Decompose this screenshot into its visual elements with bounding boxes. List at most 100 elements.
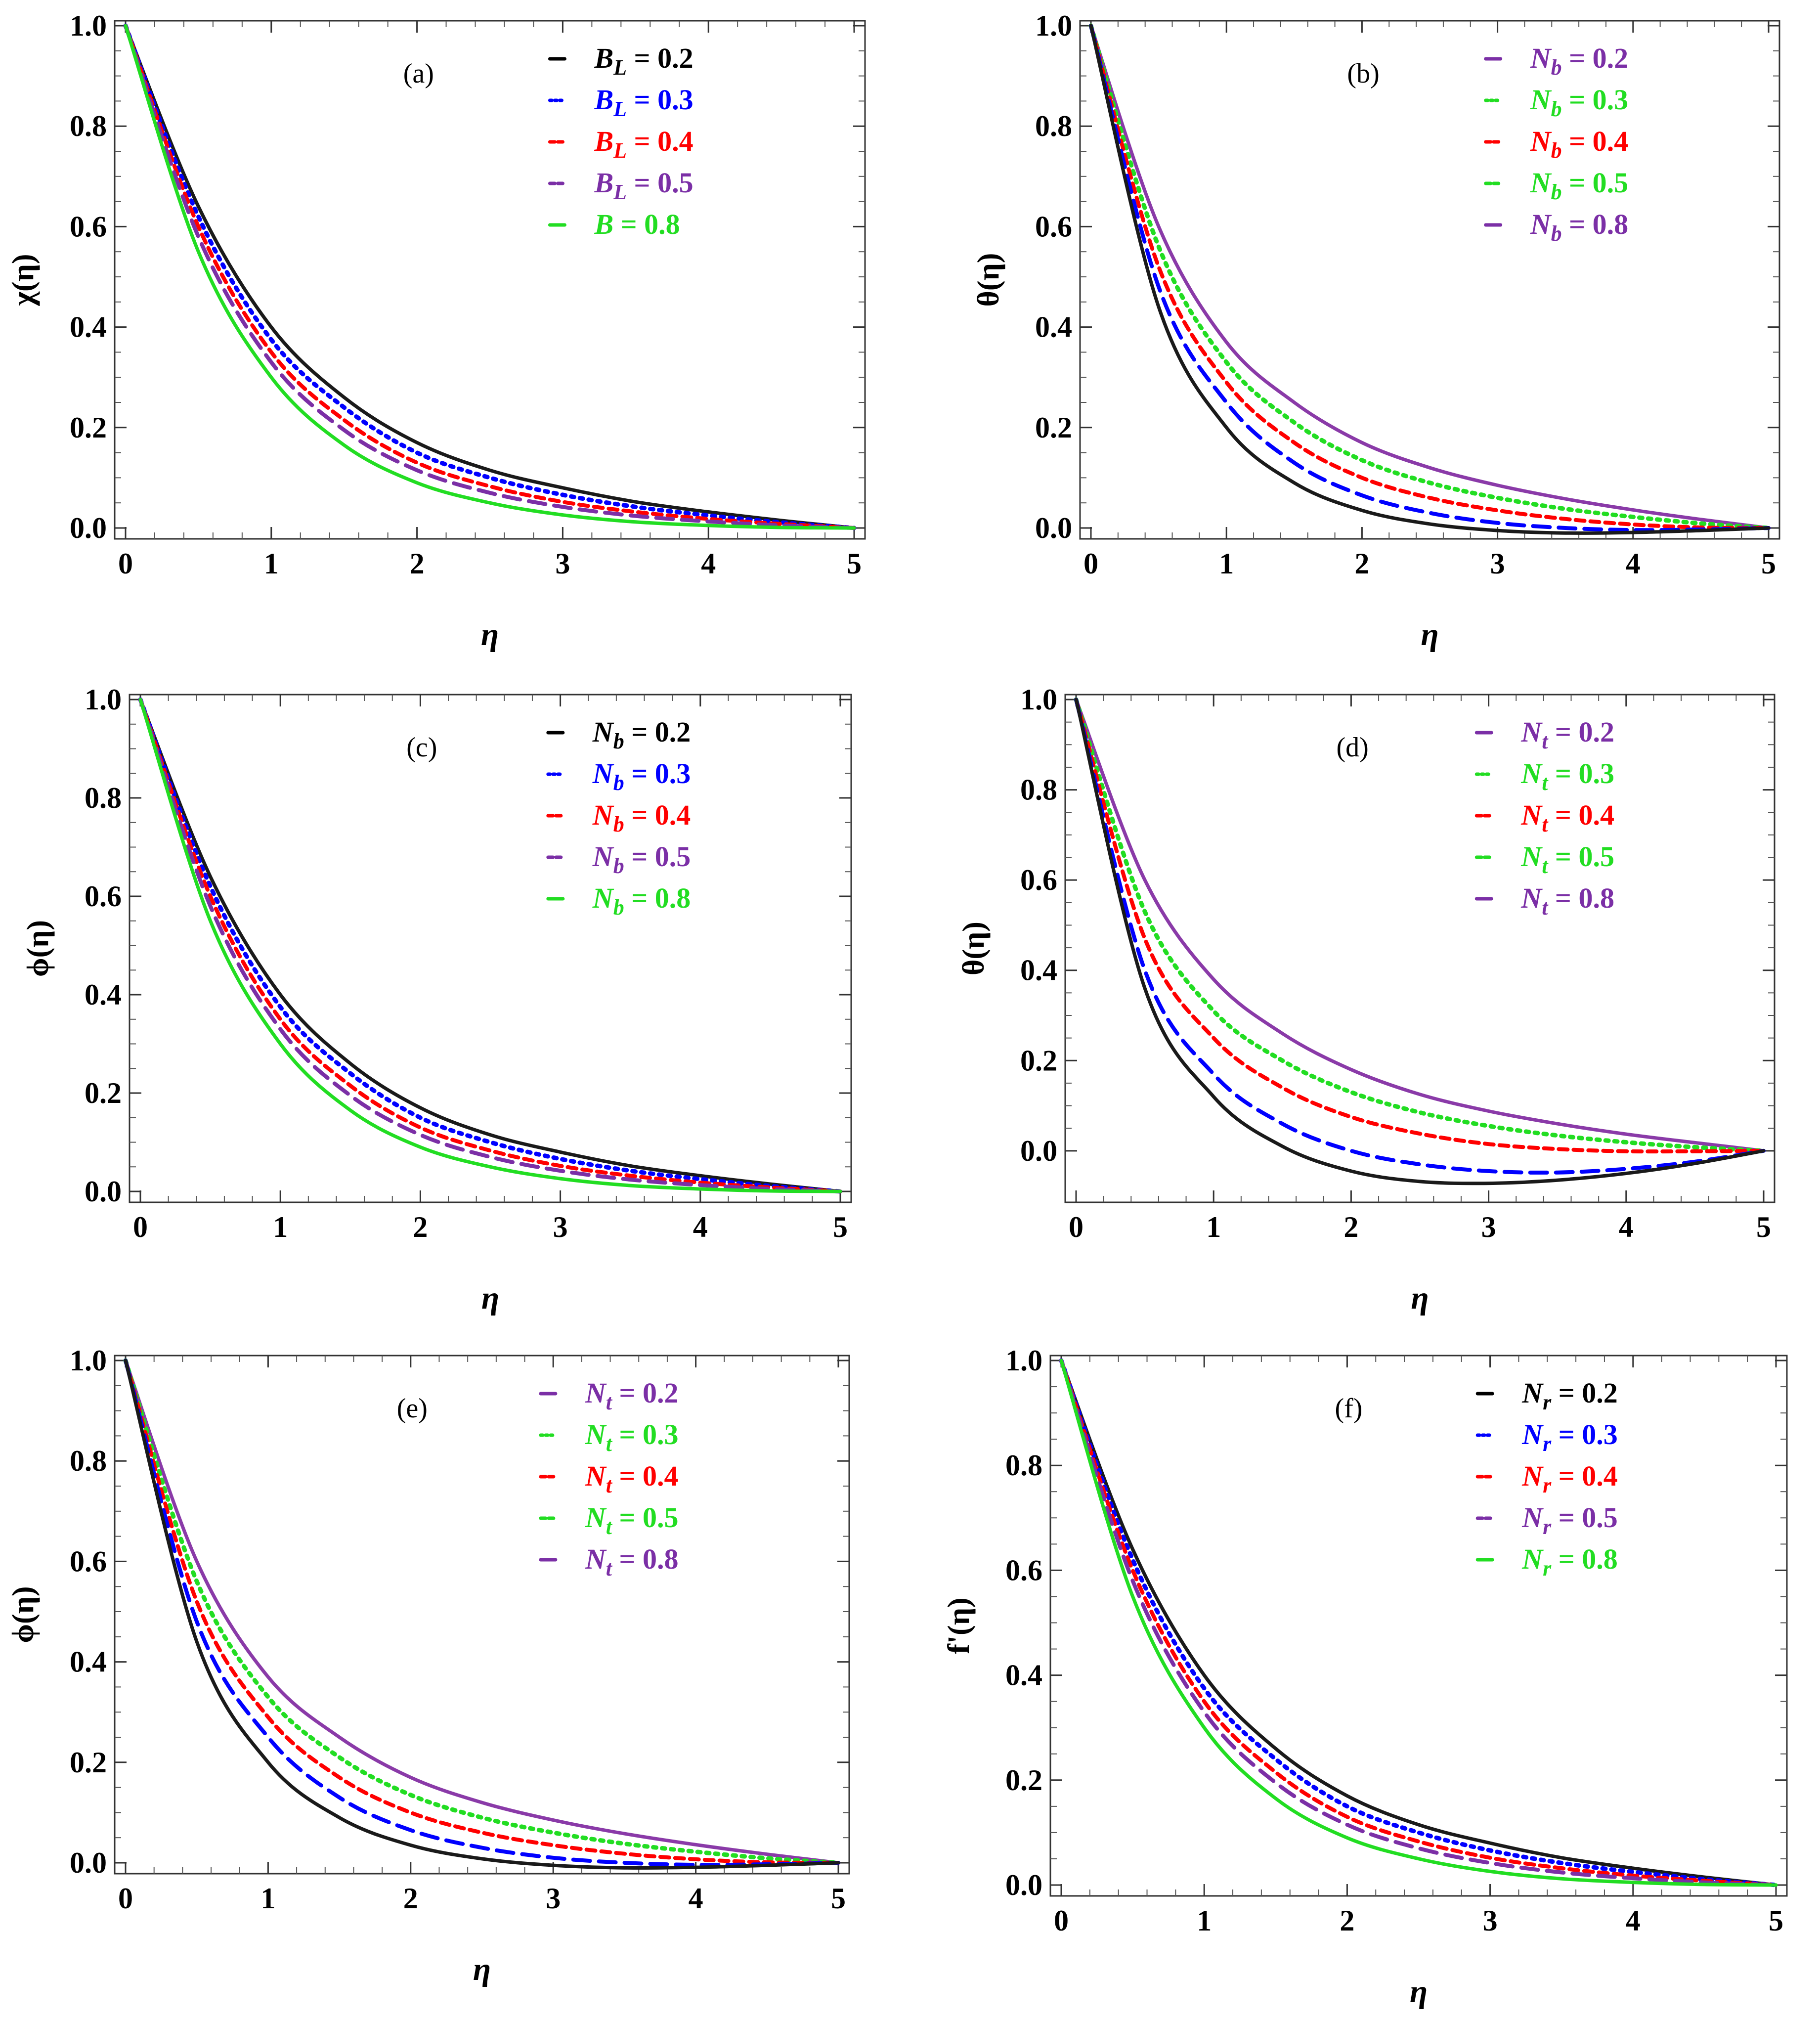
x-tick-label: 4 (1619, 1211, 1634, 1243)
y-tick-label: 0.0 (70, 512, 107, 544)
series-line (123, 23, 857, 530)
legend-entry: BL = 0.3 (594, 84, 693, 121)
y-tick-label: 0.6 (70, 210, 107, 243)
legend-symbol: N (1521, 1501, 1544, 1534)
legend-subscript: t (1542, 729, 1549, 753)
legend-subscript: b (613, 812, 624, 836)
x-tick-label: 0 (133, 1211, 148, 1243)
legend-entry: Nt = 0.3 (585, 1418, 679, 1456)
x-tick-label: 0 (1069, 1211, 1083, 1243)
y-tick-label: 0.2 (1020, 1044, 1057, 1077)
legend-subscript: t (1542, 854, 1549, 878)
legend-value: = 0.3 (1562, 84, 1629, 116)
y-tick-label: 0.0 (1005, 1869, 1042, 1901)
panel-d: 0 1 2 3 4 5 0.0 0.2 0.4 0.6 0.8 1.0 η θ(η) (d) Nt = 0.2… (957, 683, 1776, 1316)
y-tick-label: 0.0 (1035, 512, 1072, 544)
legend-symbol: N (585, 1377, 607, 1409)
legend-symbol: N (1521, 1377, 1544, 1409)
legend-subscript: L (613, 180, 627, 204)
legend-entry: Nt = 0.5 (1520, 840, 1614, 878)
legend-entry: Nb = 0.2 (1530, 42, 1628, 80)
legend-subscript: r (1543, 1515, 1552, 1539)
y-tick-label: 0.4 (1005, 1659, 1042, 1692)
series-line (138, 698, 842, 1193)
x-tick-label: 5 (833, 1211, 848, 1243)
y-tick-label: 0.6 (1035, 210, 1072, 243)
y-axis-label: ϕ(η) (21, 920, 55, 977)
series-line (138, 697, 843, 1194)
legend-value: = 0.4 (612, 1460, 679, 1492)
panel-b: 0 1 2 3 4 5 0.0 0.2 0.4 0.6 0.8 1.0 η θ(η) (b) Nb = 0.2… (972, 9, 1780, 653)
x-tick-label: 1 (1197, 1904, 1212, 1937)
x-tick-label: 3 (1481, 1211, 1496, 1243)
y-tick-label: 0.6 (1005, 1554, 1042, 1586)
x-tick-label: 1 (1206, 1211, 1221, 1243)
legend-subscript: b (1551, 55, 1562, 80)
legend-subscript: b (1551, 97, 1562, 121)
legend-value: = 0.2 (1562, 42, 1629, 74)
legend-value: = 0.2 (1551, 1377, 1618, 1409)
y-tick-label: 0.6 (70, 1545, 107, 1578)
series-group (123, 1358, 841, 1870)
x-tick-label: 2 (1340, 1904, 1354, 1937)
legend-entry: Nb = 0.5 (1530, 167, 1628, 204)
legend-entry: Nt = 0.2 (585, 1377, 679, 1414)
legend-entry: Nr = 0.5 (1521, 1501, 1618, 1539)
y-tick-label: 1.0 (1005, 1344, 1042, 1377)
plot-frame (114, 20, 866, 540)
plot-frame (1064, 694, 1776, 1203)
legend-symbol: N (592, 840, 614, 873)
series-line (124, 24, 856, 530)
legend-symbol: B (594, 125, 613, 157)
legend-subscript: b (613, 854, 624, 878)
y-tick-label: 0.2 (85, 1077, 122, 1109)
x-tick-label: 4 (693, 1211, 708, 1243)
legend-symbol: N (585, 1501, 607, 1534)
y-tick-label: 0.4 (70, 1646, 107, 1678)
y-tick-label: 0.0 (1020, 1135, 1057, 1167)
legend-value: = 0.8 (624, 882, 691, 914)
legend-entry: Nr = 0.2 (1521, 1377, 1618, 1414)
legend-subscript: t (606, 1515, 613, 1539)
legend-entry: Nb = 0.4 (592, 799, 691, 836)
legend-value: = 0.8 (1562, 208, 1629, 240)
y-tick-label: 0.0 (85, 1175, 122, 1208)
legend-subscript: b (1551, 180, 1562, 204)
y-tick-label: 0.4 (1020, 954, 1057, 987)
series-line (1059, 1359, 1778, 1887)
x-tick-label: 0 (118, 547, 133, 580)
plot-frame (129, 694, 852, 1203)
series-line (1089, 24, 1771, 535)
legend-symbol: N (585, 1460, 607, 1492)
legend-value: = 0.5 (1548, 840, 1614, 873)
series-line (1089, 24, 1771, 530)
legend-value: = 0.5 (1551, 1501, 1618, 1534)
legend-value: = 0.8 (1548, 882, 1614, 914)
y-axis-label: f'(η) (942, 1597, 976, 1654)
legend-subscript: t (606, 1390, 613, 1414)
legend-value: = 0.3 (624, 757, 691, 790)
legend-value: = 0.2 (624, 716, 691, 748)
x-tick-label: 1 (1219, 547, 1234, 580)
x-tick-label: 5 (1761, 547, 1776, 580)
x-axis-label: η (1411, 1280, 1429, 1316)
series-line (1088, 23, 1771, 530)
series-line (1074, 698, 1766, 1175)
legend-value: = 0.8 (1551, 1543, 1618, 1575)
x-tick-label: 2 (403, 1882, 418, 1915)
y-axis-label: χ(η) (6, 254, 40, 306)
legend-symbol: N (1530, 167, 1552, 199)
legend-value: = 0.4 (627, 125, 693, 157)
y-tick-label: 1.0 (85, 683, 122, 716)
x-tick-label: 5 (831, 1882, 846, 1915)
x-axis-label: η (481, 616, 499, 653)
legend-entry: Nb = 0.8 (592, 882, 691, 920)
series-line (1074, 698, 1766, 1186)
x-tick-label: 3 (546, 1882, 561, 1915)
y-axis-label: θ(η) (957, 922, 991, 975)
series-line (1074, 698, 1766, 1153)
legend-entry: Nb = 0.5 (592, 840, 691, 878)
series-group (123, 23, 857, 530)
y-tick-label: 0.0 (70, 1846, 107, 1879)
